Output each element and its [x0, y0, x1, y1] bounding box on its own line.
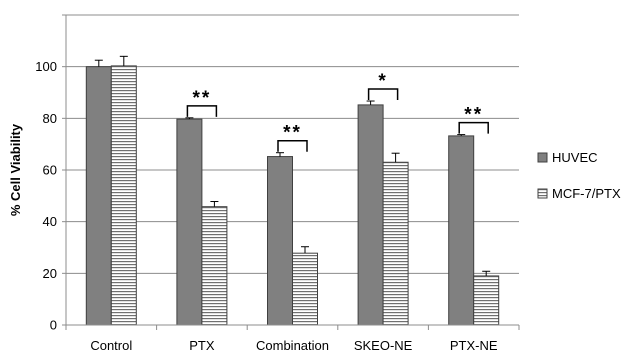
axes: [65, 15, 519, 326]
significance-bracket: [367, 88, 399, 101]
bar: [110, 65, 137, 326]
significance-bracket: [458, 121, 489, 134]
significance-stars: **: [283, 123, 302, 144]
significance-bracket: [277, 139, 308, 152]
x-tick-label: Combination: [256, 338, 329, 351]
significance-bracket: [186, 105, 218, 117]
bar: [85, 66, 112, 326]
tick-labels: 0 20 40 60 80 100 Control PTX Combination SKEO-NE…: [35, 59, 498, 351]
bar: [267, 156, 293, 326]
bar: [201, 206, 228, 326]
legend-swatch: [537, 152, 548, 163]
legend-label: HUVEC: [552, 150, 598, 165]
significance-stars: *: [378, 71, 387, 92]
legend-label: MCF-7/PTX: [552, 186, 621, 201]
x-tick-label: PTX: [189, 338, 215, 351]
y-tick-label: 20: [43, 266, 57, 281]
x-tick-label: SKEO-NE: [354, 338, 413, 351]
y-tick-label: 40: [43, 214, 57, 229]
significance-brackets: *******: [186, 71, 489, 152]
y-tick-label: 60: [43, 163, 57, 178]
y-axis-label: % Cell Viability: [8, 123, 23, 216]
y-tick-label: 0: [50, 318, 57, 333]
bar: [357, 104, 384, 326]
x-tick-label: Control: [90, 338, 132, 351]
bars: [85, 55, 500, 326]
bar: [473, 275, 500, 326]
significance-stars: **: [464, 105, 483, 126]
y-tick-label: 80: [43, 111, 57, 126]
x-tick-label: PTX-NE: [450, 338, 498, 351]
legend: HUVEC MCF-7/PTX: [537, 150, 621, 201]
bar: [176, 118, 203, 326]
significance-stars: **: [193, 88, 212, 109]
bar: [448, 135, 475, 326]
y-tick-label: 100: [35, 59, 57, 74]
bar: [382, 161, 409, 326]
legend-swatch: [537, 188, 548, 199]
bar: [292, 252, 318, 326]
